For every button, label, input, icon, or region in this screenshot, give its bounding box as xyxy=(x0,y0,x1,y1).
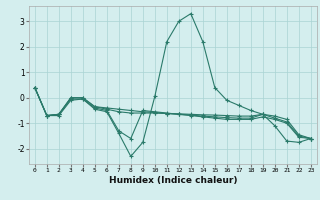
X-axis label: Humidex (Indice chaleur): Humidex (Indice chaleur) xyxy=(108,176,237,185)
